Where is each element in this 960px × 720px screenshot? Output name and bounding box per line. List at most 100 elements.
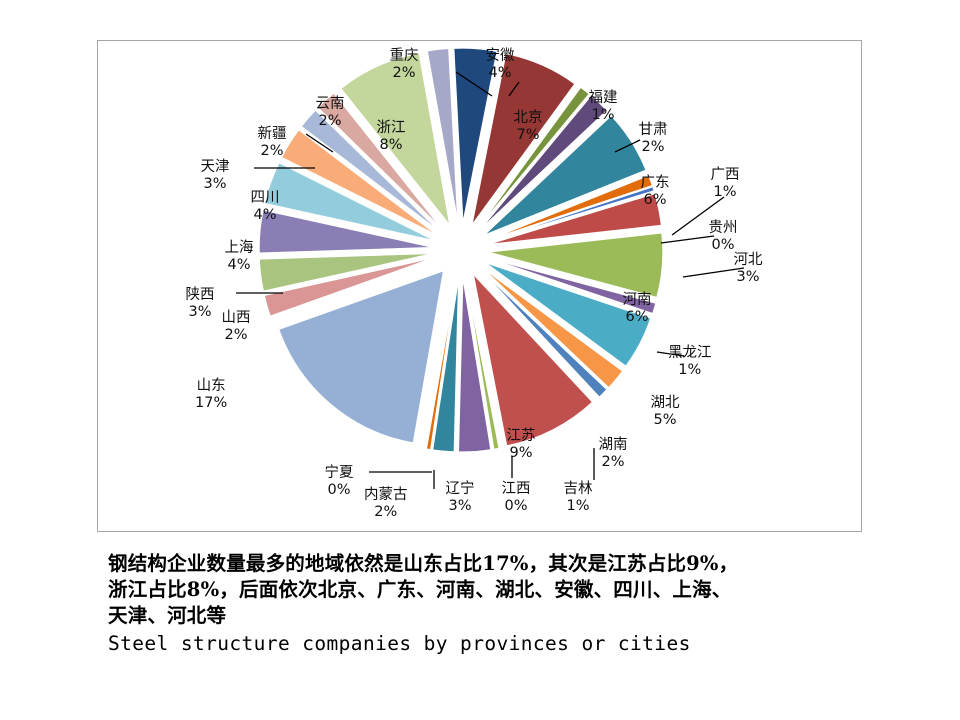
pie-slice-5[interactable] [486,174,654,242]
pie-label-19: 山西 2% [222,310,251,344]
pie-label-name: 江苏 [506,428,536,444]
pie-label-13: 江苏 9% [507,428,536,462]
pie-slice-16[interactable] [431,276,460,453]
pie-label-name: 黑龙江 [668,345,712,361]
pie-slice-27[interactable] [426,47,459,224]
pie-slice-24[interactable] [300,109,441,233]
pie-label-name: 江西 [501,481,531,497]
pie-label-27: 北京 7% [514,110,543,144]
pie-label-4: 广东 6% [641,175,670,209]
pie-label-1: 安徽 4% [486,48,515,82]
pie-label-percent: 4% [227,257,251,274]
pie-slice-19[interactable] [263,256,436,317]
pie-label-percent: 1% [678,362,702,379]
pie-slice-12[interactable] [479,268,608,399]
pie-label-percent: 3% [736,269,760,286]
caption-zh-line-1: 钢结构企业数量最多的地域依然是山东占比17%，其次是江苏占比9%， [108,552,739,575]
pie-label-name: 福建 [588,90,618,106]
pie-label-name: 北京 [513,110,543,126]
pie-label-percent: 4% [253,207,277,224]
pie-label-percent: 2% [260,143,284,160]
pie-label-14: 江西 0% [502,481,531,515]
pie-slice-25[interactable] [316,92,444,231]
pie-label-percent: 1% [591,107,615,124]
pie-label-percent: 0% [327,482,351,499]
leader-line-7 [682,267,745,278]
pie-slice-10[interactable] [484,261,652,368]
pie-slice-7[interactable] [487,192,663,246]
pie-label-percent: 5% [653,412,677,429]
pie-slice-14[interactable] [465,276,500,451]
pie-slice-3[interactable] [479,94,608,231]
pie-slice-2[interactable] [477,86,591,230]
leader-line-0 [455,71,493,97]
pie-slice-21[interactable] [258,209,435,254]
pie-label-percent: 9% [509,445,533,462]
caption-en-line: Steel structure companies by provinces o… [108,632,691,655]
pie-slice-22[interactable] [263,161,436,242]
pie-label-24: 新疆 2% [258,126,287,160]
leader-line-1 [508,81,520,97]
pie-label-percent: 8% [379,137,403,154]
pie-label-name: 贵州 [708,220,738,236]
pie-label-3: 甘肃 2% [639,122,668,156]
pie-label-18: 山东 17% [195,378,227,412]
pie-label-22: 四川 4% [251,190,280,224]
pie-label-percent: 1% [566,498,590,515]
pie-slice-26[interactable] [340,52,451,226]
leader-line-5 [671,196,725,236]
pie-label-9: 黑龙江 1% [668,345,712,379]
pie-label-percent: 0% [504,498,528,515]
pie-label-percent: 2% [318,113,342,130]
pie-label-name: 山西 [221,310,251,326]
pie-label-name: 河南 [622,292,652,308]
leader-line-3 [614,139,641,153]
pie-slice-8[interactable] [487,232,664,299]
pie-slice-4[interactable] [483,114,647,237]
pie-label-20: 陕西 3% [186,287,215,321]
pie-label-11: 湖南 2% [599,437,628,471]
leader-lines [236,71,745,489]
pie-slice-23[interactable] [280,128,439,237]
pie-slice-1[interactable] [471,52,576,226]
pie-label-name: 山东 [196,378,226,394]
pie-label-name: 安徽 [485,48,515,64]
pie-slice-17[interactable] [425,276,458,451]
pie-slice-6[interactable] [486,185,655,243]
pie-label-percent: 6% [625,309,649,326]
pie-label-23: 天津 3% [201,159,230,193]
pie-label-name: 陕西 [185,287,215,303]
pie-slice-13[interactable] [472,272,594,447]
pie-label-10: 湖北 5% [651,395,680,429]
pie-label-name: 湖南 [598,437,628,453]
pie-label-name: 重庆 [389,48,419,64]
pie-slice-9[interactable] [486,257,657,315]
pie-label-21: 上海 4% [225,240,254,274]
pie-label-name: 广东 [640,175,670,191]
pie-label-name: 新疆 [257,126,287,142]
pie-label-7: 河北 3% [734,252,763,286]
pie-label-25: 云南 2% [316,96,345,130]
pie-label-percent: 3% [203,176,227,193]
pie-label-name: 内蒙古 [364,487,408,503]
caption-zh-line-2: 浙江占比8%，后面依次北京、广东、河南、湖北、安徽、四川、上海、 [108,578,732,601]
pie-slice-15[interactable] [457,276,492,453]
leader-line-24 [305,133,334,153]
pie-label-0: 重庆 2% [390,48,419,82]
pie-slice-11[interactable] [481,266,624,389]
pie-label-26: 浙江 8% [377,120,406,154]
pie-label-percent: 2% [374,504,398,521]
leader-line-6 [660,235,715,244]
pie-slice-18[interactable] [277,269,445,444]
pie-label-2: 福建 1% [589,90,618,124]
pie-label-name: 天津 [200,159,230,175]
pie-label-percent: 3% [448,498,472,515]
pie-label-name: 云南 [315,96,345,112]
pie-label-name: 甘肃 [638,122,668,138]
exploded-pie-chart[interactable] [97,40,862,532]
pie-slice-20[interactable] [258,252,435,292]
caption-block: 钢结构企业数量最多的地域依然是山东占比17%，其次是江苏占比9%， 浙江占比8%… [108,551,898,658]
caption-zh-line-3: 天津、河北等 [108,604,227,627]
pie-label-percent: 2% [601,454,625,471]
